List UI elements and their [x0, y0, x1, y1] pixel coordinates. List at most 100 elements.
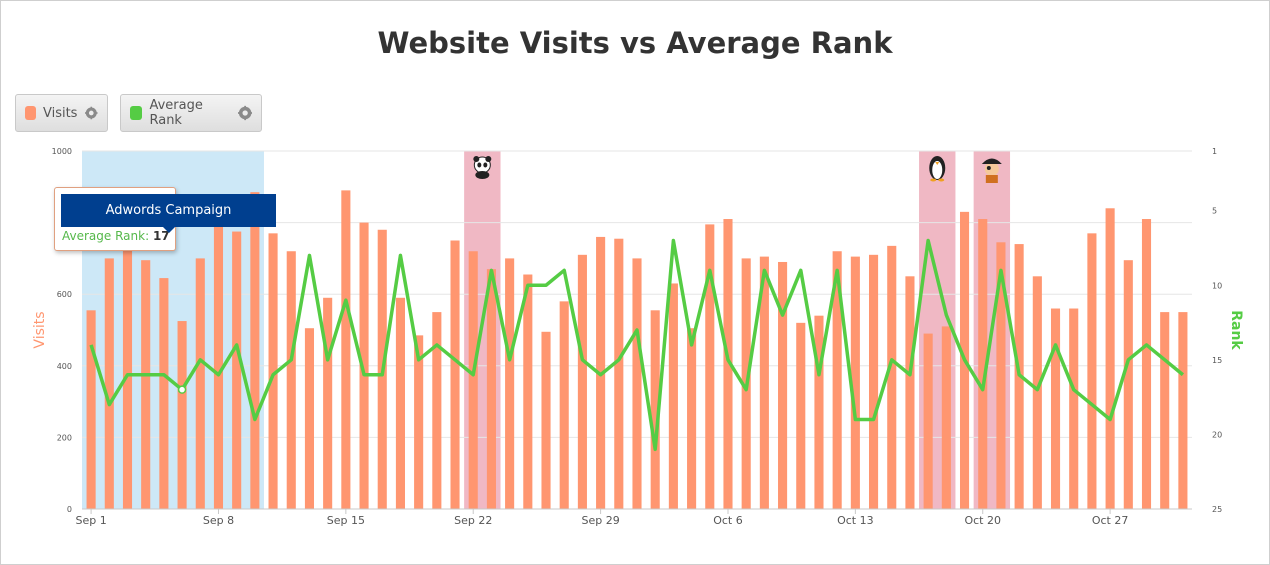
visits-bar	[632, 258, 642, 509]
y-tick-label: 400	[57, 362, 72, 371]
visits-bar	[468, 251, 478, 510]
visits-bar	[1141, 219, 1152, 509]
x-tick-label: Sep 1	[75, 514, 106, 527]
visits-bar	[1160, 312, 1170, 509]
tooltip-metric: Average Rank: 17	[62, 229, 170, 243]
visits-bar	[923, 333, 933, 509]
pirate-icon	[986, 166, 991, 170]
penguin-icon	[930, 178, 937, 182]
visits-bar	[832, 251, 842, 510]
legend-average-rank[interactable]: Average Rank	[120, 94, 262, 132]
x-tick-label: Sep 29	[581, 514, 619, 527]
visits-bar	[359, 222, 369, 509]
penguin-icon	[932, 161, 943, 179]
visits-bar	[195, 258, 205, 509]
visits-bar	[141, 260, 151, 509]
visits-bar	[1105, 208, 1115, 509]
visits-bar	[1069, 308, 1079, 509]
visits-bar	[668, 283, 678, 509]
visits-bar	[650, 310, 660, 509]
panda-icon	[477, 162, 482, 168]
x-tick-label: Sep 22	[454, 514, 492, 527]
pirate-icon	[985, 175, 998, 183]
y-tick-label: 200	[57, 433, 72, 442]
visits-bar	[486, 269, 496, 509]
visits-bar	[505, 258, 515, 509]
visits-bar	[705, 224, 715, 509]
y-axis-title: Visits	[32, 311, 48, 348]
visits-bar	[341, 190, 351, 509]
y2-tick-label: 25	[1212, 505, 1222, 514]
x-tick-label: Oct 13	[837, 514, 874, 527]
y2-tick-label: 20	[1212, 430, 1222, 439]
visits-bar	[414, 335, 424, 509]
visits-bar	[177, 321, 187, 509]
visits-bar	[887, 245, 897, 509]
pirate-icon	[984, 162, 999, 176]
campaign-label: Adwords Campaign	[61, 194, 276, 227]
visits-bar	[250, 192, 260, 510]
panda-icon	[483, 162, 488, 168]
y2-tick-label: 10	[1212, 281, 1222, 290]
rank-swatch	[130, 106, 143, 120]
visits-bar	[432, 312, 442, 509]
penguin-icon	[929, 156, 946, 182]
visits-bar	[323, 297, 333, 509]
penguin-icon	[935, 162, 940, 165]
visits-bar	[268, 233, 278, 509]
y2-axis-title: Rank	[1228, 310, 1244, 350]
penguin-icon	[938, 178, 945, 182]
panda-icon	[473, 156, 492, 179]
visits-bar	[577, 254, 587, 509]
visits-bar	[1032, 276, 1042, 509]
visits-swatch	[25, 106, 36, 120]
gear-icon[interactable]	[237, 105, 252, 121]
visits-bar	[450, 240, 460, 509]
visits-bar	[559, 301, 569, 509]
y2-tick-label: 15	[1212, 356, 1222, 365]
y-tick-label: 0	[67, 505, 72, 514]
legend-visits[interactable]: Visits	[15, 94, 108, 132]
pirate-icon	[981, 158, 1002, 164]
panda-icon	[475, 171, 490, 179]
y-tick-label: 600	[57, 290, 72, 299]
panda-icon	[473, 156, 480, 162]
visits-bar	[541, 331, 551, 509]
x-tick-label: Sep 15	[327, 514, 365, 527]
visits-bar	[1050, 308, 1061, 509]
visits-bar	[1123, 260, 1133, 509]
visits-bar	[304, 328, 315, 509]
visits-bar	[232, 231, 242, 510]
x-tick-label: Oct 20	[964, 514, 1001, 527]
visits-bar	[941, 326, 951, 509]
visits-bar	[86, 310, 96, 509]
panda-icon	[485, 156, 492, 162]
gear-icon[interactable]	[85, 105, 98, 121]
visits-bar	[1087, 233, 1097, 509]
legend-rank-label: Average Rank	[149, 98, 203, 128]
visits-bar	[778, 261, 788, 509]
visits-bar	[978, 219, 988, 509]
visits-bar	[104, 258, 114, 509]
tooltip-metric-label: Average Rank:	[62, 229, 150, 243]
visits-bar	[905, 276, 915, 509]
visits-bar	[614, 238, 624, 509]
visits-bar	[213, 215, 224, 509]
visits-bar	[796, 322, 806, 509]
x-tick-label: Sep 8	[203, 514, 234, 527]
y-tick-label: 1000	[52, 147, 72, 156]
campaign-label-arrow	[163, 227, 175, 233]
visits-bar	[723, 219, 733, 509]
visits-bar	[523, 274, 533, 509]
visits-bar	[395, 297, 405, 509]
visits-bar	[286, 251, 296, 510]
visits-bar	[850, 256, 860, 509]
y2-tick-label: 5	[1212, 207, 1217, 216]
visits-bar	[759, 256, 769, 509]
x-tick-label: Oct 27	[1092, 514, 1129, 527]
legend-visits-label: Visits	[42, 105, 78, 121]
visits-bar	[159, 278, 169, 509]
y2-tick-label: 1	[1212, 147, 1217, 156]
visits-bar	[687, 328, 697, 509]
